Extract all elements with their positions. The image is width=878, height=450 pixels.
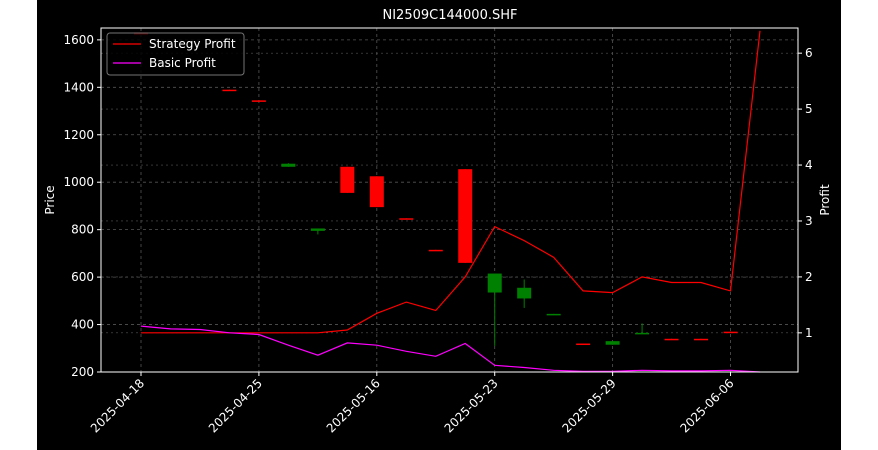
candle-body — [281, 163, 296, 167]
candle-body — [399, 218, 414, 220]
candle-body — [517, 287, 532, 299]
x-tick-label: 2025-05-23 — [442, 376, 501, 435]
y-tick-label: 1000 — [63, 175, 94, 189]
line-layer — [140, 30, 761, 373]
legend-label-strategy: Strategy Profit — [149, 37, 236, 51]
x-tick-label: 2025-04-25 — [206, 376, 265, 435]
candle-body — [340, 166, 355, 193]
candle-body — [664, 338, 679, 341]
strategy-profit-line — [141, 30, 761, 334]
y2-axis-label: Profit — [818, 184, 832, 216]
y2-tick-label: 6 — [805, 46, 813, 60]
candle-layer — [134, 32, 738, 346]
chart-title: NI2509C144000.SHF — [383, 8, 518, 23]
left-axis: 200 400 600 800 1000 1200 1400 1600 — [63, 33, 101, 379]
y2-tick-label: 4 — [805, 158, 813, 172]
y2-tick-label: 1 — [805, 326, 813, 340]
y2-tick-label: 2 — [805, 270, 813, 284]
candle-body — [487, 273, 502, 293]
y-tick-label: 400 — [71, 318, 94, 332]
chart-figure: NI2509C144000.SHF 200 400 600 800 1000 1200 14… — [37, 0, 841, 450]
y-axis-label: Price — [43, 185, 57, 214]
candle-body — [635, 332, 650, 335]
candle-body — [251, 100, 266, 102]
legend-box — [106, 32, 245, 76]
right-axis: 1 2 3 4 5 6 — [798, 46, 813, 340]
y-tick-label: 1400 — [63, 80, 94, 94]
y-tick-label: 1200 — [63, 128, 94, 142]
x-tick-label: 2025-06-06 — [677, 376, 736, 435]
x-tick-label: 2025-04-18 — [88, 376, 147, 435]
y2-tick-label: 3 — [805, 214, 813, 228]
chart-svg: NI2509C144000.SHF 2004006008001000120014… — [43, 8, 832, 435]
candle-body — [605, 341, 620, 345]
candle-body — [310, 228, 325, 231]
y-tick-label: 600 — [71, 270, 94, 284]
basic-profit-line — [140, 325, 761, 373]
y-tick-label: 800 — [71, 223, 94, 237]
legend-label-basic: Basic Profit — [149, 56, 216, 70]
legend: Strategy Profit Basic Profit — [106, 32, 245, 76]
candle-body — [576, 343, 591, 346]
x-tick-label: 2025-05-16 — [324, 376, 383, 435]
y-tick-label: 1600 — [63, 33, 94, 47]
candle-body — [222, 89, 237, 92]
x-axis: 2025-04-18 2025-04-25 2025-05-16 2025-05-23… — [88, 372, 737, 435]
candle-body — [694, 338, 709, 341]
y-tick-label: 200 — [71, 365, 94, 379]
candle-body — [723, 331, 738, 334]
grid-layer — [101, 28, 798, 373]
candle-body — [428, 249, 443, 252]
candle-body — [458, 169, 473, 263]
x-tick-label: 2025-05-29 — [560, 376, 619, 435]
candle-body — [546, 313, 561, 316]
plot-frame — [100, 27, 799, 373]
y2-tick-label: 5 — [805, 102, 813, 116]
candle-body — [369, 176, 384, 208]
